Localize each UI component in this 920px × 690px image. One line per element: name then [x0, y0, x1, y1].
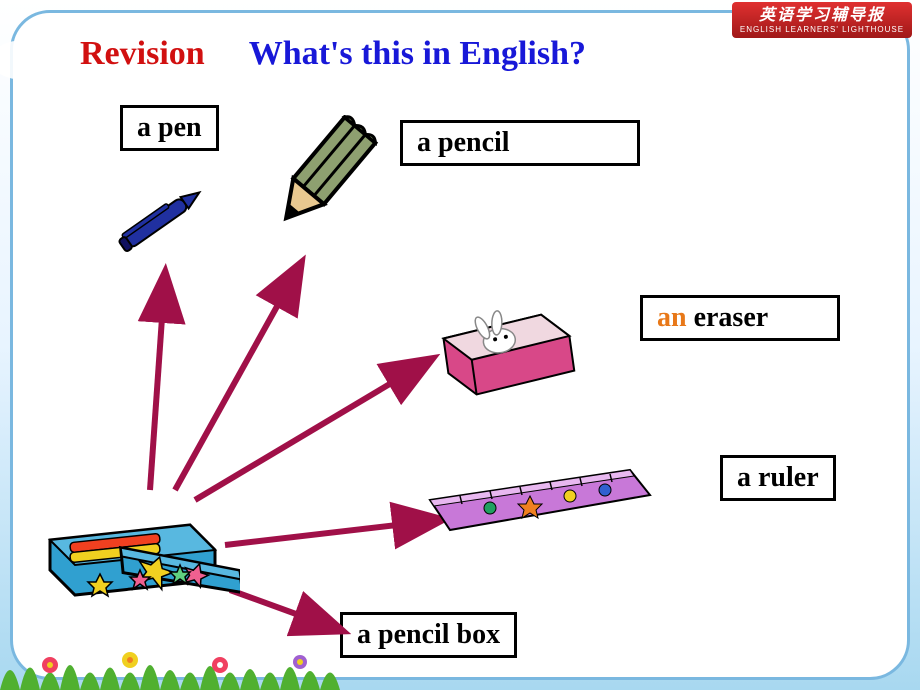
logo-badge: 英语学习辅导报 ENGLISH LEARNERS' LIGHTHOUSE — [732, 2, 912, 38]
revision-heading: Revision — [80, 35, 205, 72]
eraser-rest: eraser — [687, 302, 769, 333]
label-pencil-box: a pencil box — [340, 612, 517, 658]
eraser-icon — [430, 290, 580, 400]
label-eraser: an eraser — [640, 295, 840, 341]
pen-icon — [100, 175, 220, 265]
logo-cn: 英语学习辅导报 — [732, 6, 912, 25]
eraser-an: an — [657, 302, 687, 333]
label-ruler: a ruler — [720, 455, 836, 501]
pencil-box-icon — [40, 470, 240, 620]
title-row: Revision What's this in English? — [0, 35, 920, 73]
ruler-icon — [420, 460, 660, 540]
logo-en: ENGLISH LEARNERS' LIGHTHOUSE — [732, 25, 912, 35]
label-pencil: a pencil — [400, 120, 640, 166]
question-heading: What's this in English? — [249, 35, 586, 72]
label-pen: a pen — [120, 105, 219, 151]
pencil-icon — [270, 115, 410, 255]
